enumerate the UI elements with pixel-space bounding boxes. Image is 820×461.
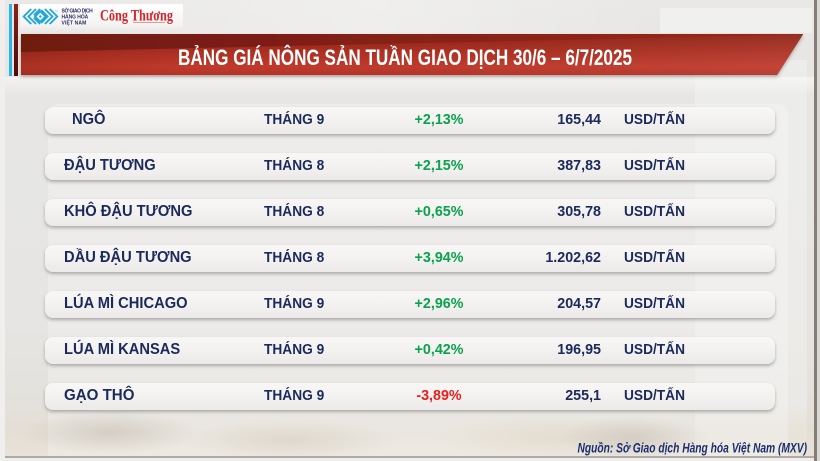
svg-text:BẢNG GIÁ NÔNG SẢN TUẦN GIAO DỊ: BẢNG GIÁ NÔNG SẢN TUẦN GIAO DỊCH 30/6 – … — [178, 45, 632, 70]
svg-text:Công Thương: Công Thương — [100, 8, 173, 25]
svg-text:Nguồn: Sở Giao dịch Hàng hóa V: Nguồn: Sở Giao dịch Hàng hóa Việt Nam (M… — [578, 440, 808, 456]
svg-text:VIỆT NAM: VIỆT NAM — [62, 18, 87, 26]
svg-text:SỞ GIAO DỊCH: SỞ GIAO DỊCH — [62, 8, 94, 15]
svg-text:™: ™ — [55, 10, 59, 14]
svg-text:HÀNG HÓA: HÀNG HÓA — [62, 13, 89, 21]
